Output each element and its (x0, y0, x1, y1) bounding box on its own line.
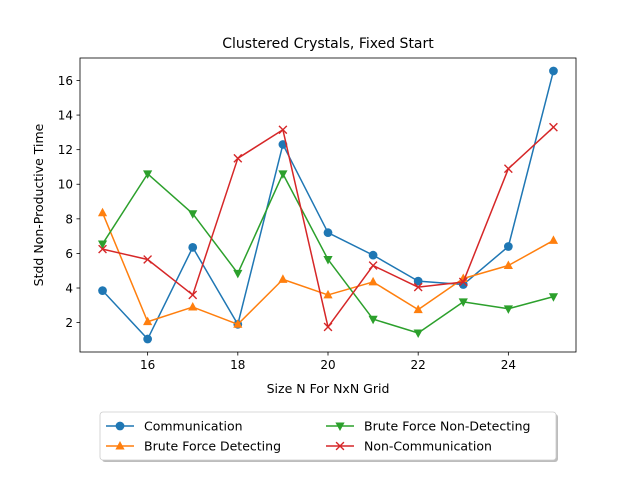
legend-label-non-communication: Non-Communication (364, 439, 492, 454)
data-point-non-communication (368, 261, 378, 270)
x-tick-label: 20 (320, 358, 335, 372)
data-point-communication (503, 242, 513, 251)
y-tick-label: 2 (65, 316, 73, 330)
y-tick-label: 10 (58, 178, 73, 192)
data-point-brute-force-non-detecting (368, 315, 378, 325)
data-point-communication (413, 276, 423, 286)
y-tick-label: 16 (58, 74, 73, 88)
legend-item-brute-force-detecting: Brute Force Detecting (106, 439, 281, 454)
y-axis-ticks: 2 4 6 8 10 12 14 16 (58, 74, 80, 330)
x-tick-label: 24 (501, 358, 516, 372)
legend-item-brute-force-non-detecting: Brute Force Non-Detecting (326, 419, 530, 434)
y-tick-label: 4 (65, 282, 73, 296)
legend-marker-communication (115, 421, 125, 431)
data-point-communication (143, 334, 153, 344)
data-point-brute-force-detecting (368, 276, 378, 286)
data-point-brute-force-non-detecting (458, 298, 468, 307)
chart-title: Clustered Crystals, Fixed Start (222, 36, 434, 52)
data-point-non-communication (98, 244, 107, 254)
data-point-non-communication (549, 122, 558, 132)
series-line-brute-force-non-detecting (101, 173, 554, 334)
legend-marker-non-communication (335, 441, 345, 451)
series-brute-force-detecting (97, 207, 559, 328)
series-brute-force-non-detecting (97, 170, 559, 339)
data-point-brute-force-non-detecting (413, 329, 423, 339)
data-point-communication (549, 66, 558, 76)
data-point-brute-force-non-detecting (233, 269, 243, 279)
data-point-brute-force-detecting (323, 289, 333, 299)
data-point-non-communication (503, 164, 513, 174)
y-tick-label: 6 (65, 247, 73, 261)
data-point-brute-force-non-detecting (548, 293, 559, 302)
legend: Communication Brute Force Detecting Brute … (99, 411, 558, 462)
legend-label-brute-force-detecting: Brute Force Detecting (144, 439, 281, 454)
data-point-brute-force-detecting (413, 304, 423, 314)
series-communication (98, 66, 558, 344)
legend-label-brute-force-non-detecting: Brute Force Non-Detecting (364, 419, 530, 434)
legend-item-communication: Communication (106, 419, 243, 434)
data-point-brute-force-detecting (97, 207, 108, 217)
x-tick-label: 22 (411, 358, 426, 372)
legend-label-communication: Communication (144, 419, 243, 434)
data-point-non-communication (413, 282, 423, 292)
y-tick-label: 14 (58, 109, 73, 123)
data-point-brute-force-non-detecting (188, 210, 198, 219)
data-point-communication (368, 250, 378, 260)
legend-marker-brute-force-non-detecting (335, 422, 345, 432)
data-point-brute-force-detecting (278, 274, 288, 283)
data-point-brute-force-non-detecting (323, 256, 333, 265)
series-non-communication (98, 122, 558, 332)
data-point-brute-force-detecting (503, 260, 513, 269)
data-point-brute-force-non-detecting (278, 170, 288, 179)
data-point-brute-force-detecting (143, 316, 153, 326)
series-line-communication (101, 70, 555, 340)
legend-box (99, 411, 557, 461)
data-point-non-communication (323, 322, 333, 332)
y-tick-label: 12 (58, 143, 73, 157)
data-point-brute-force-non-detecting (503, 305, 513, 314)
y-axis-label: Stdd Non-Productive Time (31, 123, 46, 286)
x-axis-label: Size N For NxN Grid (267, 381, 390, 396)
legend-item-non-communication: Non-Communication (326, 439, 492, 454)
x-tick-label: 18 (230, 358, 245, 372)
data-point-non-communication (233, 153, 243, 163)
y-tick-label: 8 (65, 212, 73, 226)
data-point-brute-force-non-detecting (143, 170, 153, 179)
data-point-non-communication (143, 255, 153, 264)
x-axis-ticks: 16 18 20 22 24 (140, 352, 516, 372)
plot-area (79, 57, 577, 353)
x-tick-label: 16 (140, 358, 155, 372)
legend-marker-brute-force-detecting (115, 440, 125, 450)
data-point-communication (98, 286, 107, 295)
data-point-brute-force-detecting (188, 301, 198, 311)
data-point-communication (323, 228, 333, 238)
data-point-communication (188, 243, 198, 252)
data-point-non-communication (458, 277, 468, 287)
data-point-brute-force-detecting (233, 319, 243, 328)
data-point-brute-force-detecting (548, 235, 559, 244)
data-point-non-communication (278, 125, 288, 135)
data-point-non-communication (188, 290, 198, 300)
data-point-brute-force-non-detecting (97, 240, 108, 249)
